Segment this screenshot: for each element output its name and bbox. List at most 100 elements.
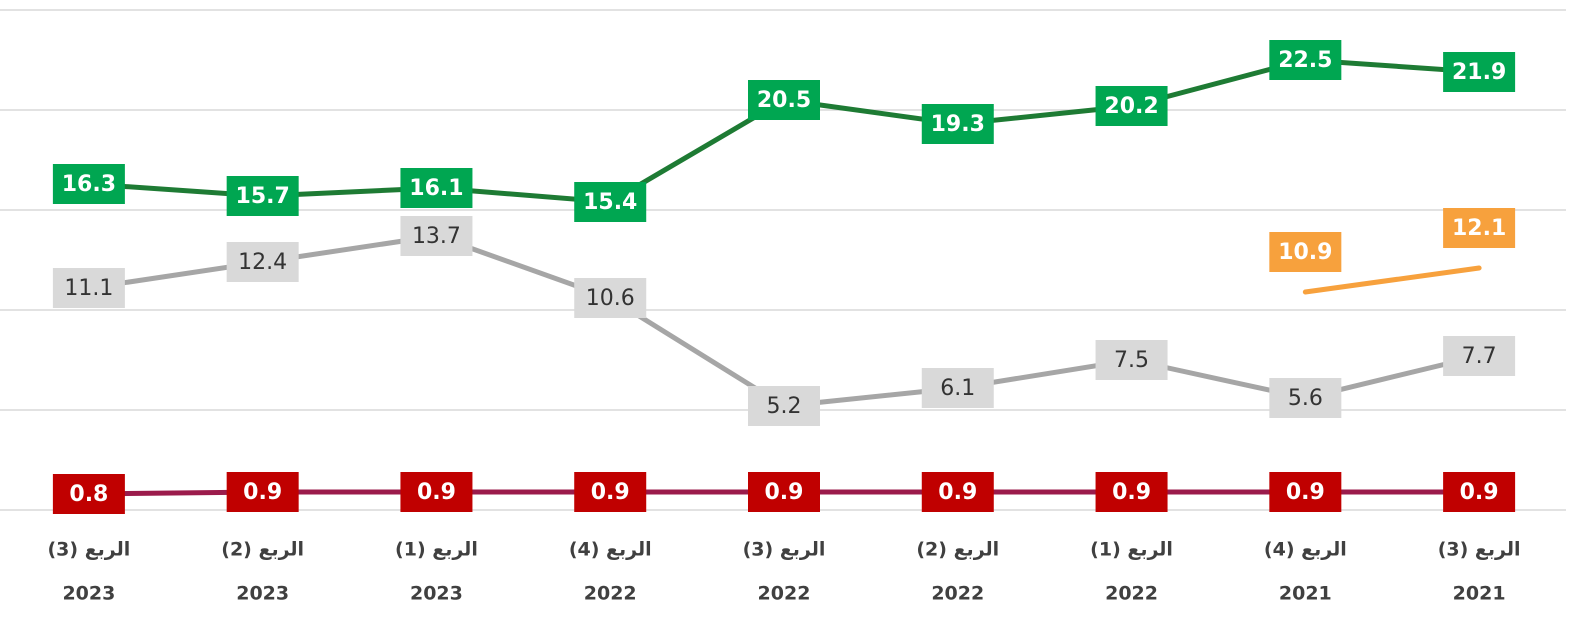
- data-label-box: [400, 472, 473, 512]
- data-label-text: 0.9: [765, 480, 804, 505]
- data-label-box: [226, 472, 299, 512]
- data-label-text: 0.8: [69, 482, 108, 507]
- data-label-text: 0.9: [591, 480, 630, 505]
- data-label-box: [52, 268, 125, 308]
- data-label-text: 16.1: [409, 176, 463, 201]
- data-label-box: [1443, 52, 1516, 92]
- data-label-box: [1269, 472, 1342, 512]
- data-label-text: 5.2: [767, 394, 802, 419]
- x-tick-label: 2022: [1105, 583, 1158, 605]
- data-label-box: [1095, 472, 1168, 512]
- data-label: 0.9: [748, 472, 820, 512]
- data-label-box: [1269, 378, 1342, 418]
- data-label-box: [1443, 208, 1516, 248]
- x-tick-label: الربع (1): [1090, 539, 1173, 561]
- data-label-box: [574, 278, 647, 318]
- x-tick-label: 2022: [584, 583, 637, 605]
- x-tick-label: الربع (2): [916, 539, 999, 561]
- data-label-text: 16.3: [62, 172, 116, 197]
- x-tick-label: الربع (2): [221, 539, 304, 561]
- data-label: 7.5: [1095, 340, 1168, 380]
- x-tick-label: الربع (1): [395, 539, 478, 561]
- data-label-box: [52, 474, 125, 514]
- data-label: 0.9: [1095, 472, 1168, 512]
- data-label: 0.9: [574, 472, 647, 512]
- x-tick-label: 2022: [931, 583, 984, 605]
- data-label: 10.9: [1269, 232, 1342, 272]
- data-label: 0.9: [400, 472, 473, 512]
- data-label: 11.1: [52, 268, 125, 308]
- data-label-box: [1269, 40, 1342, 80]
- data-label-box: [1443, 472, 1516, 512]
- data-label: 12.4: [226, 242, 299, 282]
- data-label: 5.2: [748, 386, 820, 426]
- data-label-text: 19.3: [931, 112, 985, 137]
- data-label: 7.7: [1443, 336, 1516, 376]
- data-label: 16.1: [400, 168, 473, 208]
- data-label-box: [748, 472, 820, 512]
- data-label: 15.4: [574, 182, 647, 222]
- data-label-box: [1095, 340, 1168, 380]
- x-tick-label: الربع (3): [47, 539, 130, 561]
- data-label: 20.2: [1095, 86, 1168, 126]
- data-label-text: 15.4: [583, 190, 637, 215]
- data-label: 16.3: [52, 164, 125, 204]
- data-label-box: [226, 242, 299, 282]
- data-label-box: [574, 182, 647, 222]
- data-label-text: 0.9: [1112, 480, 1151, 505]
- data-label-text: 20.5: [757, 88, 811, 113]
- series-line: [1302, 265, 1482, 295]
- data-label-text: 0.9: [1460, 480, 1499, 505]
- x-tick-label: 2023: [410, 583, 463, 605]
- data-label: 19.3: [921, 104, 994, 144]
- data-label-box: [400, 216, 473, 256]
- data-label: 15.7: [226, 176, 299, 216]
- x-tick-label: الربع (4): [569, 539, 652, 561]
- data-label-box: [52, 164, 125, 204]
- data-label-box: [1443, 336, 1516, 376]
- data-label-box: [921, 104, 994, 144]
- x-tick-label: الربع (3): [1438, 539, 1521, 561]
- data-label-text: 10.6: [586, 286, 635, 311]
- data-label-text: 22.5: [1278, 48, 1332, 73]
- data-label-box: [748, 80, 820, 120]
- data-label: 13.7: [400, 216, 473, 256]
- x-tick-label: الربع (3): [743, 539, 826, 561]
- data-label-box: [1095, 86, 1168, 126]
- data-label-box: [1269, 232, 1342, 272]
- x-tick-label: الربع (4): [1264, 539, 1347, 561]
- data-label-text: 12.1: [1452, 216, 1506, 241]
- data-label: 0.9: [921, 472, 994, 512]
- data-label-box: [400, 168, 473, 208]
- data-label-text: 0.9: [243, 480, 282, 505]
- data-label: 10.6: [574, 278, 647, 318]
- x-tick-label: 2023: [236, 583, 289, 605]
- data-label: 0.8: [52, 474, 125, 514]
- data-label-box: [748, 386, 820, 426]
- data-label: 20.5: [748, 80, 820, 120]
- data-label: 22.5: [1269, 40, 1342, 80]
- data-label-box: [921, 472, 994, 512]
- data-label: 6.1: [921, 368, 994, 408]
- data-label-text: 5.6: [1288, 386, 1323, 411]
- data-label: 5.6: [1269, 378, 1342, 418]
- x-tick-label: 2021: [1279, 583, 1332, 605]
- data-label-text: 20.2: [1104, 94, 1158, 119]
- data-label-text: 10.9: [1278, 240, 1332, 265]
- data-label-text: 12.4: [238, 250, 287, 275]
- x-tick-label: 2022: [758, 583, 811, 605]
- x-tick-label: 2023: [62, 583, 115, 605]
- data-label-text: 6.1: [940, 376, 975, 401]
- data-label-box: [574, 472, 647, 512]
- data-label-text: 7.5: [1114, 348, 1149, 373]
- data-label-box: [226, 176, 299, 216]
- data-label-text: 13.7: [412, 224, 461, 249]
- data-label: 0.9: [1269, 472, 1342, 512]
- data-label-text: 11.1: [64, 276, 113, 301]
- data-label-text: 0.9: [1286, 480, 1325, 505]
- data-label-box: [921, 368, 994, 408]
- data-label: 0.9: [1443, 472, 1516, 512]
- x-tick-label: 2021: [1453, 583, 1506, 605]
- data-label-text: 7.7: [1462, 344, 1497, 369]
